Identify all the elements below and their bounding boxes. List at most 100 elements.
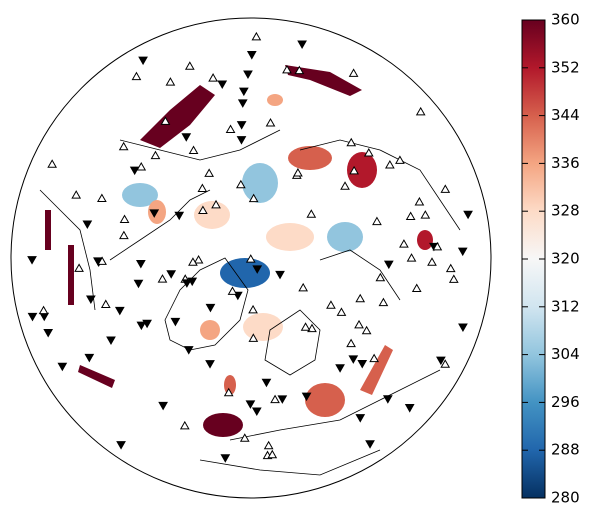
- marker-down: [365, 440, 375, 449]
- tick-label: 304: [551, 345, 580, 363]
- marker-down: [382, 395, 393, 404]
- marker-up: [307, 323, 317, 333]
- marker-down: [182, 279, 192, 288]
- marker-down: [383, 260, 394, 270]
- marker-down: [217, 80, 228, 89]
- marker-down: [348, 355, 359, 364]
- marker-up: [361, 325, 372, 335]
- marker-down: [261, 378, 272, 388]
- coastlines: [39, 129, 461, 476]
- marker-down: [205, 360, 215, 369]
- marker-up: [270, 394, 280, 404]
- marker-up: [445, 263, 456, 273]
- marker-up: [432, 241, 443, 251]
- marker-up: [119, 214, 130, 223]
- marker-up: [245, 254, 256, 263]
- marker-up: [193, 254, 204, 264]
- marker-up: [349, 165, 359, 175]
- colorbar-ticks: 280 288 296 304 312 320 328 336 344 352 360: [522, 11, 580, 507]
- tick-label: 336: [551, 154, 580, 172]
- marker-down: [251, 407, 262, 417]
- marker-up: [406, 253, 417, 262]
- marker-down: [158, 401, 168, 411]
- marker-down: [355, 414, 366, 423]
- marker-up: [385, 159, 395, 169]
- marker-up: [306, 209, 317, 218]
- marker-up: [248, 304, 258, 314]
- marker-up: [265, 117, 276, 127]
- marker-up: [348, 68, 359, 77]
- marker-up: [340, 181, 350, 190]
- marker-up: [427, 257, 437, 266]
- map: [27, 31, 473, 476]
- tick-label: 296: [551, 393, 580, 411]
- marker-up: [227, 286, 238, 295]
- marker-up: [346, 137, 357, 147]
- marker-down: [57, 362, 68, 372]
- marker-up: [97, 193, 107, 203]
- tick-label: 312: [551, 297, 580, 315]
- tick-label: 320: [551, 250, 580, 268]
- marker-down: [463, 210, 473, 220]
- tick-label: 352: [551, 58, 580, 76]
- marker-down: [236, 121, 247, 130]
- marker-down: [116, 441, 126, 450]
- marker-down: [205, 303, 216, 313]
- map-boundary: [10, 17, 492, 499]
- marker-up: [378, 297, 389, 307]
- marker-up: [293, 167, 303, 177]
- marker-up: [298, 282, 309, 292]
- marker-down: [297, 40, 307, 50]
- marker-up: [300, 322, 311, 331]
- marker-down: [170, 317, 181, 327]
- marker-down: [106, 336, 116, 345]
- marker-up: [248, 193, 259, 203]
- marker-down: [238, 87, 249, 97]
- marker-up: [363, 147, 374, 157]
- marker-up: [248, 333, 259, 342]
- marker-down: [335, 364, 345, 373]
- marker-up: [336, 307, 347, 316]
- marker-down: [183, 346, 194, 355]
- marker-up: [239, 433, 250, 442]
- marker-up: [415, 106, 426, 116]
- marker-up: [420, 210, 431, 219]
- marker-up: [136, 161, 147, 171]
- marker-up: [197, 183, 208, 193]
- tick-label: 288: [551, 441, 580, 459]
- marker-up: [395, 155, 405, 164]
- marker-up: [165, 77, 176, 86]
- marker-up: [346, 338, 356, 348]
- marker-up: [188, 145, 199, 155]
- marker-down: [93, 257, 103, 266]
- marker-up: [354, 319, 364, 329]
- marker-down: [138, 56, 148, 66]
- marker-down: [301, 392, 312, 402]
- marker-down: [457, 247, 468, 257]
- marker-down: [82, 220, 93, 230]
- marker-up: [198, 205, 208, 215]
- marker-down: [43, 328, 54, 338]
- marker-up: [38, 305, 49, 315]
- marker-down: [174, 211, 185, 221]
- marker-down: [243, 70, 253, 79]
- marker-up: [157, 274, 168, 283]
- tick-label: 328: [551, 202, 580, 220]
- marker-up: [131, 71, 142, 81]
- marker-up: [440, 359, 451, 368]
- marker-down: [252, 265, 263, 274]
- tick-label: 280: [551, 489, 580, 507]
- tick-label: 344: [551, 106, 580, 124]
- marker-down: [187, 277, 198, 287]
- marker-up: [326, 300, 336, 309]
- marker-down: [275, 270, 285, 280]
- marker-up: [405, 211, 416, 220]
- marker-up: [294, 65, 305, 75]
- marker-up: [160, 116, 171, 125]
- marker-down: [114, 306, 125, 316]
- marker-down: [85, 295, 96, 305]
- marker-up: [282, 64, 292, 74]
- anomaly-regions: [45, 65, 433, 437]
- marker-down: [277, 395, 288, 404]
- marker-up: [150, 150, 161, 160]
